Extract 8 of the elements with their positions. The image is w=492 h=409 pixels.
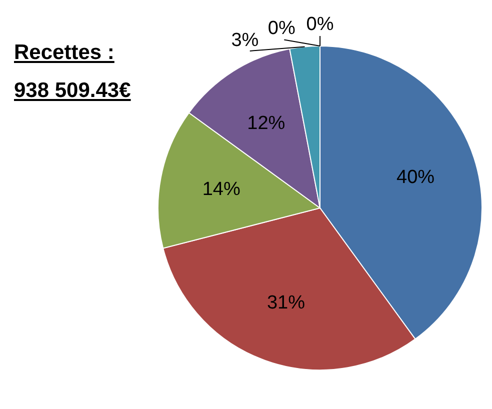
data-label: 3% — [231, 30, 259, 51]
data-label: 40% — [396, 166, 435, 188]
data-label: 14% — [202, 179, 240, 200]
data-label: 12% — [247, 113, 286, 134]
text: 0% — [306, 14, 334, 35]
data-label: 31% — [266, 292, 306, 314]
text: 0% — [268, 18, 296, 40]
text: Recettes : 938 509.43€ — [14, 40, 132, 104]
